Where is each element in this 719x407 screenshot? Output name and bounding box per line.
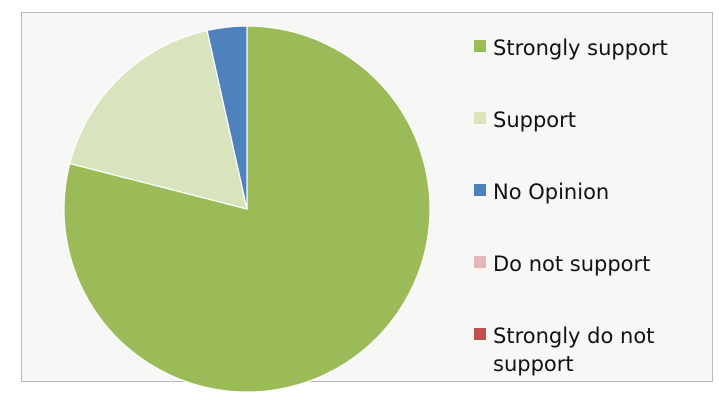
legend-item-strongly-support: Strongly support: [474, 34, 709, 62]
legend-label-strongly-do-not-support: Strongly do not support: [493, 324, 655, 376]
legend-label-support: Support: [493, 108, 577, 132]
legend-item-do-not-support: Do not support: [474, 250, 709, 278]
legend-item-strongly-do-not-support: Strongly do not support: [474, 322, 709, 378]
legend-swatch-do-not-support: [474, 256, 486, 268]
pie-slice-strongly-support: [63, 25, 431, 393]
legend-label-strongly-support: Strongly support: [493, 36, 668, 60]
legend-label-no-opinion: No Opinion: [493, 180, 610, 204]
pie-slices: [63, 25, 431, 393]
legend-swatch-support: [474, 112, 486, 124]
legend-label-do-not-support: Do not support: [493, 252, 651, 276]
legend-swatch-no-opinion: [474, 184, 486, 196]
legend-swatch-strongly-support: [474, 40, 486, 52]
legend-item-no-opinion: No Opinion: [474, 178, 709, 206]
pie-slice-no-opinion: [206, 25, 248, 210]
legend-swatch-strongly-do-not-support: [474, 328, 486, 340]
legend-item-support: Support: [474, 106, 709, 134]
pie-slice-support: [69, 29, 248, 210]
